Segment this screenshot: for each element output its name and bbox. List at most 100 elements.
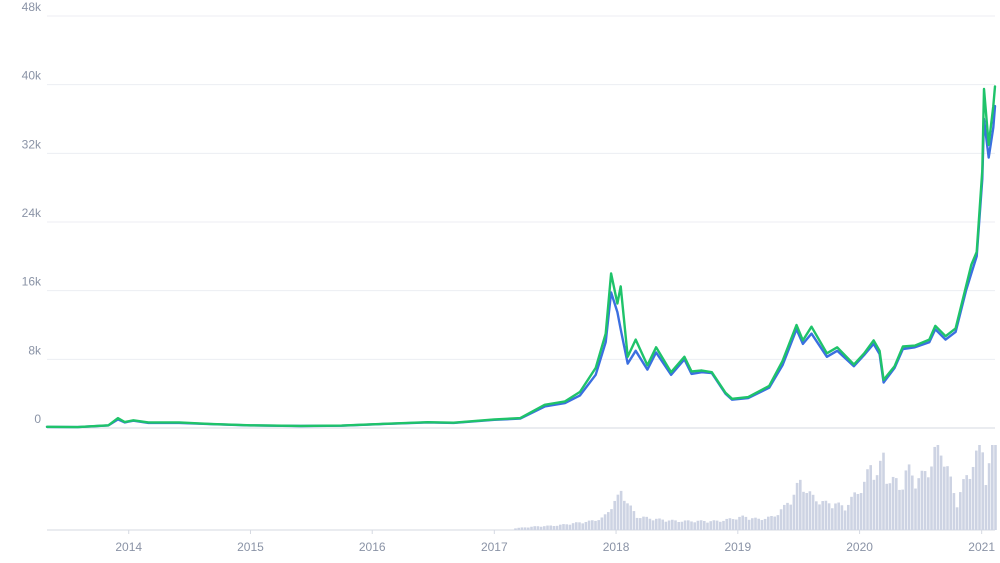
volume-bar — [514, 528, 517, 530]
series-line-blue — [45, 104, 997, 429]
volume-bar — [655, 518, 658, 530]
volume-bar — [690, 521, 693, 530]
volume-bar — [642, 516, 645, 530]
volume-bar — [536, 526, 540, 530]
volume-bar — [693, 522, 696, 530]
volume-bar — [850, 496, 853, 530]
volume-bar — [949, 476, 952, 530]
volume-bar — [731, 519, 735, 530]
volume-bar — [994, 445, 997, 530]
volume-bar — [770, 516, 773, 530]
volume-bar — [786, 502, 789, 530]
volume-bar — [744, 516, 748, 530]
volume-bar — [715, 520, 719, 530]
volume-bar — [808, 491, 812, 530]
x-tick-label: 2019 — [724, 540, 751, 554]
volume-bar — [754, 517, 757, 530]
volume-bar — [677, 521, 680, 530]
volume-bar — [719, 521, 722, 530]
volume-bar — [603, 514, 607, 530]
volume-bar — [562, 524, 565, 530]
volume-bar — [869, 465, 872, 530]
volume-bar — [533, 526, 536, 530]
volume-bar — [920, 470, 924, 530]
volume-bar — [571, 523, 575, 530]
volume-bar — [674, 520, 677, 530]
grid-lines — [47, 15, 995, 531]
volume-bar — [789, 504, 792, 530]
y-tick-label: 16k — [22, 275, 42, 289]
volume-bar — [680, 521, 684, 530]
volume-bar — [987, 463, 991, 530]
volume-bar — [866, 469, 869, 530]
volume-bar — [783, 504, 786, 530]
volume-bar — [840, 505, 844, 530]
volume-bar — [709, 521, 712, 530]
volume-bar — [639, 518, 642, 530]
volume-bar — [645, 516, 648, 530]
y-tick-label: 40k — [22, 69, 42, 83]
volume-bar — [619, 490, 623, 530]
volume-bar — [671, 519, 674, 530]
volume-bar — [971, 466, 975, 530]
volume-bar — [875, 475, 879, 530]
volume-bar — [888, 483, 892, 530]
volume-bar — [853, 492, 856, 530]
volume-bar — [565, 524, 568, 530]
volume-bar — [831, 508, 834, 530]
volume-bar — [811, 494, 815, 530]
y-axis-ticks: 0 8k 16k 24k 32k 40k 48k — [22, 0, 42, 426]
volume-bar — [738, 516, 741, 530]
volume-bar — [632, 511, 636, 530]
volume-bar — [722, 520, 725, 530]
volume-bar — [520, 527, 524, 530]
volume-bar — [872, 479, 876, 530]
volume-bar — [543, 526, 546, 530]
volume-bar — [741, 515, 744, 530]
volume-bar — [578, 522, 581, 530]
volume-bar — [911, 475, 914, 530]
volume-bar — [527, 527, 530, 530]
volume-bar — [895, 478, 898, 530]
volume-bar — [815, 501, 818, 530]
volume-bar — [549, 525, 552, 530]
volume-bar — [552, 526, 556, 530]
y-tick-label: 24k — [22, 206, 42, 220]
volume-bar — [616, 494, 620, 530]
volume-bar — [757, 518, 760, 530]
volume-bar — [824, 500, 828, 530]
volume-bar — [907, 464, 911, 530]
volume-bar — [610, 509, 613, 530]
volume-bar — [587, 520, 591, 530]
x-tick-label: 2021 — [968, 540, 995, 554]
volume-bar — [936, 445, 940, 530]
volume-bar — [763, 518, 767, 530]
volume-bar — [955, 507, 959, 530]
x-tick-label: 2020 — [846, 540, 873, 554]
volume-bar — [712, 520, 716, 530]
volume-bar — [799, 479, 802, 530]
volume-bar — [523, 527, 527, 530]
volume-bar — [914, 488, 917, 530]
volume-bar — [939, 455, 943, 530]
volume-bar — [728, 518, 732, 530]
volume-bar — [946, 466, 949, 530]
volume-bar — [917, 478, 920, 530]
volume-bar — [943, 466, 946, 530]
volume-bar — [546, 525, 549, 530]
volume-bar — [623, 500, 626, 530]
volume-bar — [613, 500, 616, 530]
volume-bar — [658, 518, 661, 530]
volume-bar — [651, 520, 655, 530]
volume-bar — [891, 476, 895, 530]
volume-bars — [514, 445, 997, 530]
volume-bar — [965, 475, 968, 530]
volume-bar — [898, 489, 901, 530]
volume-bar — [981, 452, 984, 530]
y-tick-label: 48k — [22, 0, 42, 14]
volume-bar — [661, 519, 664, 530]
volume-bar — [760, 520, 764, 530]
x-tick-label: 2018 — [603, 540, 630, 554]
volume-bar — [725, 518, 728, 530]
volume-bar — [664, 521, 668, 530]
